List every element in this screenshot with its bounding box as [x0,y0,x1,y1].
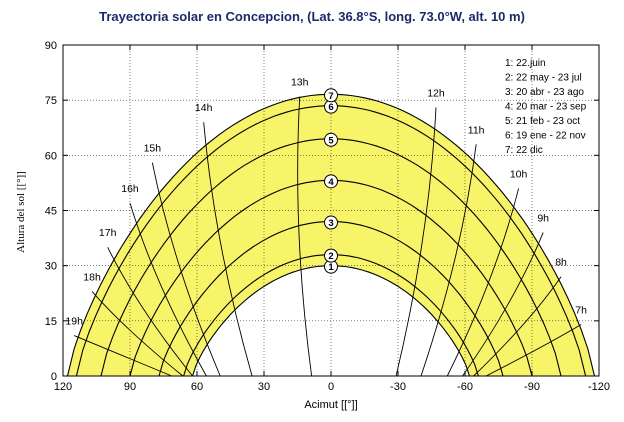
y-tick-label: 75 [45,95,57,107]
x-tick-label: 60 [191,381,203,393]
x-tick-label: -30 [390,381,406,393]
hour-label: 16h [121,183,139,195]
hour-labels: 7h 8h 9h 10h 11h 12h 13h 14h 15h 16h 17h 18h 19h [65,76,587,327]
hour-line [473,276,562,377]
hour-line [485,324,582,377]
curve-marker-circle [324,248,338,263]
hour-label: 8h [555,257,567,269]
curve-marker-circle [324,174,338,189]
curve-marker-number: 3 [328,218,333,229]
hour-lines [73,96,582,377]
y-axis-label: Altura del sol [[°]] [15,171,27,253]
legend-entry: 6: 19 ene - 22 nov [505,131,586,142]
curve-marker-number: 7 [328,91,333,102]
y-tick-label: 90 [45,40,57,52]
x-tick-label: 30 [258,381,270,393]
y-tick-label: 60 [45,150,57,162]
hour-line [107,247,193,377]
curve-marker-circle [324,132,338,147]
hour-line [446,188,520,377]
x-tick-label: 120 [54,381,72,393]
hour-label: 17h [99,227,117,239]
hour-label: 12h [427,87,445,99]
y-tick-label: 30 [45,261,57,273]
curve-marker-circle [324,88,338,103]
curve-marker-number: 6 [328,102,333,113]
curve-markers: 12 3 4 5 67 [324,88,338,274]
hour-line [73,335,172,377]
legend-entry: 2: 22 may - 23 jul [505,73,582,84]
hour-label: 9h [537,213,549,225]
x-tick-label: 90 [124,381,136,393]
y-tick-label: 45 [45,206,57,218]
y-tick-label: 15 [45,316,57,328]
hour-line [91,291,184,377]
x-tick-label: -60 [457,381,473,393]
x-tick-label: -120 [588,381,610,393]
x-tick-label: -90 [524,381,540,393]
hour-label: 15h [144,143,162,155]
legend-entry: 1: 22.juin [505,58,546,69]
hour-label: 11h [468,124,485,136]
legend-entry: 3: 20 abr - 23 ago [505,87,584,98]
legend: 1: 22.juin 2: 22 may - 23 jul 3: 20 abr - … [505,58,587,156]
hour-line [203,122,253,377]
hour-label: 7h [575,304,587,316]
hour-line [462,232,544,377]
hour-label: 19h [65,316,83,328]
legend-entry: 7: 22 dic [505,145,543,156]
hour-label: 10h [510,168,528,180]
curve-marker-circle [324,215,338,230]
hour-line [129,203,207,377]
hour-line [297,96,313,377]
hour-line [395,107,437,377]
y-tick-label: 0 [51,371,57,383]
curve-marker-number: 2 [328,251,333,262]
x-axis-label: Acimut [[°]] [304,399,357,411]
curve-marker-number: 1 [328,262,334,273]
chart-title: Trayectoria solar en Concepcion, (Lat. 3… [99,9,525,24]
hour-label: 14h [195,102,213,114]
curve-marker-number: 4 [328,177,334,188]
curve-marker-number: 5 [328,135,334,146]
hour-label: 18h [83,271,101,283]
hour-line [151,162,221,377]
legend-entry: 5: 21 feb - 23 oct [505,116,580,127]
hour-label: 13h [291,76,309,88]
legend-entry: 4: 20 mar - 23 sep [505,102,587,113]
hour-line [420,144,477,377]
x-tick-label: 0 [328,381,334,393]
